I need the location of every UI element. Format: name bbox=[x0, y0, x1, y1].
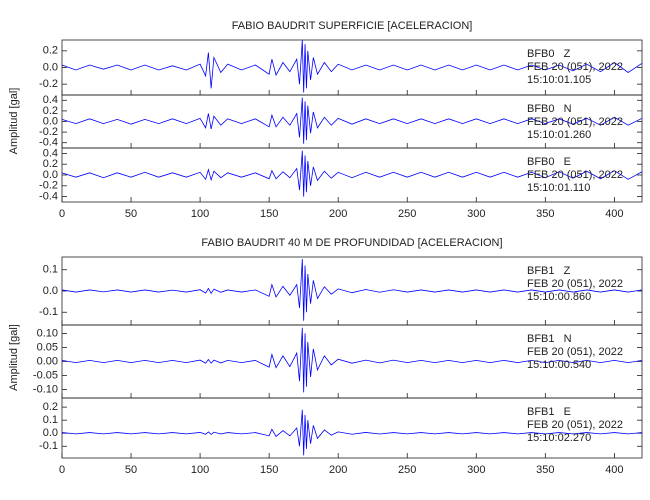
trace-name: BFB0 E bbox=[527, 156, 571, 168]
trace-name: BFB0 N bbox=[527, 103, 572, 115]
trace bbox=[61, 409, 643, 456]
x-tick-label: 350 bbox=[536, 208, 554, 220]
trace-date: FEB 20 (051), 2022 bbox=[527, 278, 623, 290]
trace-name: BFB0 Z bbox=[527, 48, 571, 60]
trace-name: BFB1 Z bbox=[527, 265, 571, 277]
y-tick-label: 0.0 bbox=[43, 169, 58, 181]
trace-date: FEB 20 (051), 2022 bbox=[527, 169, 623, 181]
x-tick-label: 150 bbox=[260, 208, 278, 220]
trace-time: 15:10:01.260 bbox=[527, 129, 591, 141]
x-tick-label: 300 bbox=[467, 464, 485, 476]
x-tick-label: 300 bbox=[467, 208, 485, 220]
y-tick-label: -0.2 bbox=[39, 180, 58, 192]
x-tick-label: 250 bbox=[398, 464, 416, 476]
y-tick-label: 0.1 bbox=[43, 264, 58, 276]
x-tick-label: 100 bbox=[191, 208, 209, 220]
x-tick-label: 0 bbox=[59, 208, 65, 220]
trace-date: FEB 20 (051), 2022 bbox=[527, 61, 623, 73]
plot-frame bbox=[61, 397, 643, 459]
y-tick-label: 0.4 bbox=[43, 147, 58, 159]
y-tick-label: 0.0 bbox=[43, 61, 58, 73]
y-tick-label: 0.2 bbox=[43, 158, 58, 170]
y-tick-label: 0.0 bbox=[43, 285, 58, 297]
trace bbox=[61, 327, 643, 393]
trace bbox=[61, 259, 643, 321]
y-tick-label: -0.1 bbox=[39, 440, 58, 452]
x-tick-label: 0 bbox=[59, 464, 65, 476]
x-tick-label: 100 bbox=[191, 464, 209, 476]
trace-time: 15:10:00.860 bbox=[527, 291, 591, 303]
y-tick-label: 0.0 bbox=[43, 427, 58, 439]
trace-time: 15:10:01.110 bbox=[527, 182, 590, 194]
y-tick-label: -0.2 bbox=[39, 78, 58, 90]
y-tick-label: 0.10 bbox=[37, 327, 58, 339]
y-tick-label: -0.05 bbox=[33, 369, 58, 381]
trace-date: FEB 20 (051), 2022 bbox=[527, 346, 623, 358]
y-tick-label: 0.05 bbox=[37, 341, 58, 353]
trace-time: 15:10:02.270 bbox=[527, 432, 591, 444]
x-tick-label: 400 bbox=[605, 208, 623, 220]
chart-title: FABIO BAUDRIT SUPERFICIE [ACELERACION] bbox=[232, 20, 473, 32]
x-tick-label: 150 bbox=[260, 464, 278, 476]
trace-date: FEB 20 (051), 2022 bbox=[527, 116, 623, 128]
y-tick-label: -0.1 bbox=[39, 306, 58, 318]
y-tick-label: -0.4 bbox=[39, 137, 58, 149]
y-tick-label: -0.4 bbox=[39, 191, 58, 203]
y-tick-label: -0.2 bbox=[39, 126, 58, 138]
y-tick-label: 0.0 bbox=[43, 115, 58, 127]
y-tick-label: 0.2 bbox=[43, 45, 58, 57]
trace-name: BFB1 E bbox=[527, 406, 571, 418]
x-tick-label: 200 bbox=[329, 464, 347, 476]
y-axis-label: Amplitud [gal] bbox=[8, 88, 20, 155]
x-tick-label: 200 bbox=[329, 208, 347, 220]
y-tick-label: 0.2 bbox=[43, 105, 58, 117]
y-tick-label: -0.10 bbox=[33, 383, 58, 395]
y-axis-label: Amplitud [gal] bbox=[8, 324, 20, 391]
x-tick-label: 50 bbox=[125, 208, 137, 220]
x-tick-label: 50 bbox=[125, 464, 137, 476]
trace bbox=[61, 39, 643, 93]
trace-time: 15:10:01.105 bbox=[527, 74, 591, 86]
trace-date: FEB 20 (051), 2022 bbox=[527, 419, 623, 431]
y-tick-label: 0.4 bbox=[43, 94, 58, 106]
chart-title: FABIO BAUDRIT 40 M DE PROFUNDIDAD [ACELE… bbox=[201, 237, 502, 249]
x-tick-label: 400 bbox=[605, 464, 623, 476]
x-tick-label: 350 bbox=[536, 464, 554, 476]
trace-name: BFB1 N bbox=[527, 333, 572, 345]
trace bbox=[61, 150, 643, 197]
y-tick-label: 0.2 bbox=[43, 401, 58, 413]
y-tick-label: 0.1 bbox=[43, 414, 58, 426]
y-tick-label: 0.00 bbox=[37, 355, 58, 367]
trace bbox=[61, 97, 643, 144]
trace-time: 15:10:00.540 bbox=[527, 359, 591, 371]
x-tick-label: 250 bbox=[398, 208, 416, 220]
